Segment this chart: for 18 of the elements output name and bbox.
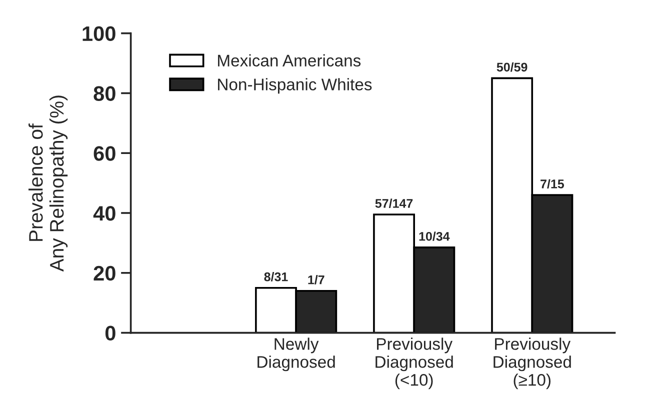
data-label: 7/15 — [540, 179, 564, 189]
data-label: 57/147 — [375, 198, 413, 208]
x-tick-label: Previously Diagnosed (≥10) — [494, 338, 571, 390]
data-label: 8/31 — [264, 272, 288, 282]
x-tick-label: Newly Diagnosed — [258, 338, 335, 372]
data-label: 10/34 — [419, 232, 450, 241]
legend-label: Non-Hispanic Whites — [218, 78, 372, 94]
y-tick-label: 100 — [82, 26, 116, 42]
y-axis-title: Prevalence of Any Relinopathy (%) — [28, 96, 68, 272]
y-tick-label: 0 — [105, 326, 116, 341]
y-tick-label: 80 — [94, 86, 116, 101]
x-tick-label: Previously Diagnosed (<10) — [376, 338, 453, 390]
y-tick-label: 60 — [94, 146, 116, 161]
data-label: 1/7 — [308, 275, 324, 284]
data-label: 50/59 — [496, 62, 528, 72]
y-tick-label: 20 — [94, 266, 116, 281]
y-tick-label: 40 — [93, 206, 116, 221]
legend-label: Mexican Americans — [218, 54, 361, 67]
